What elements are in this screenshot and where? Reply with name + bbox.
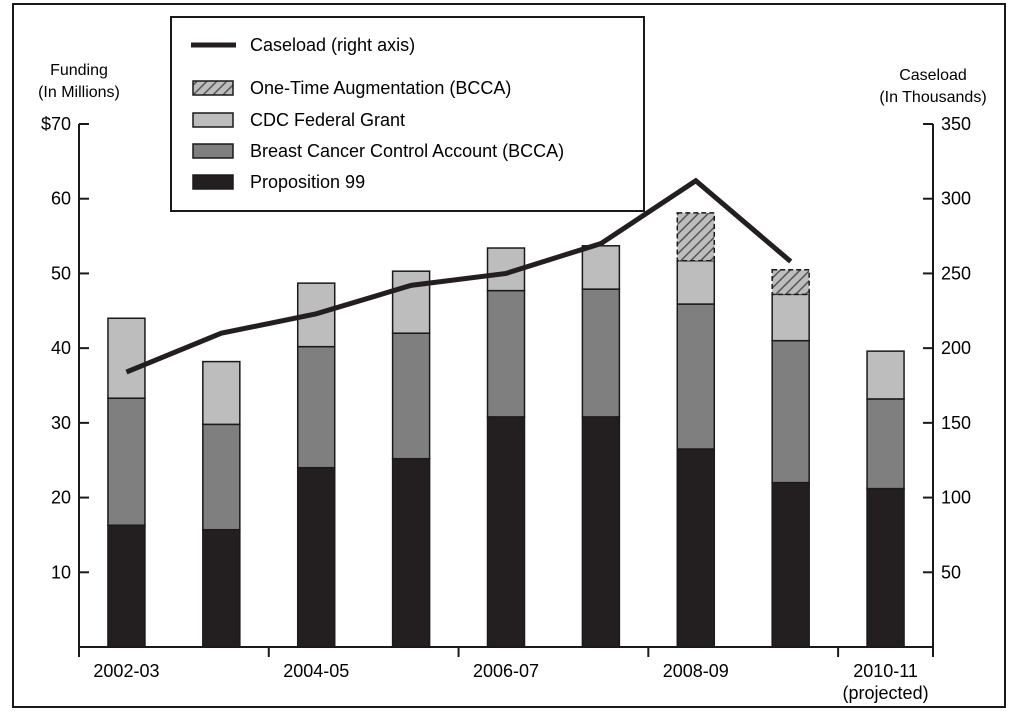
bar-segment <box>486 289 526 418</box>
right-tick-label: 200 <box>941 338 971 358</box>
chart-frame <box>12 3 1006 708</box>
bar-segment <box>771 293 810 342</box>
bar-segment <box>391 457 431 648</box>
legend: Caseload (right axis) One-Time Augmentati… <box>170 16 645 212</box>
legend-label: CDC Federal Grant <box>250 110 405 130</box>
axes-layer: 10 20 30 40 50 60 $70 50 100 150 200 250 300 350 2002-… <box>41 114 971 703</box>
left-tick-label: 40 <box>51 338 71 358</box>
left-axis-title: Funding <box>50 62 108 79</box>
bar-segment <box>202 360 241 426</box>
bar-segment <box>676 212 716 262</box>
bar-segment <box>581 245 621 290</box>
legend-swatch <box>192 80 234 96</box>
bar-segment <box>581 288 621 418</box>
x-tick-label: 2006-07 <box>473 661 539 681</box>
legend-swatch <box>192 112 234 128</box>
left-tick-label: $70 <box>41 114 71 134</box>
legend-swatch <box>192 174 234 190</box>
x-tick-label: 2004-05 <box>283 661 349 681</box>
right-tick-label: 150 <box>941 413 971 433</box>
left-tick-label: 50 <box>51 263 71 283</box>
bar-segment <box>107 397 146 526</box>
left-tick-label: 30 <box>51 413 71 433</box>
bar-segment <box>296 345 336 469</box>
legend-label: Caseload (right axis) <box>250 35 415 55</box>
legend-label: One-Time Augmentation (BCCA) <box>250 78 511 98</box>
bar-segment <box>676 259 716 305</box>
legend-box <box>170 16 645 212</box>
legend-label: Proposition 99 <box>250 172 365 192</box>
left-axis-subtitle: (In Millions) <box>38 84 120 101</box>
bar-segment <box>581 416 621 648</box>
bar-segment <box>771 339 810 484</box>
bar-segment <box>391 270 431 334</box>
bars-layer <box>107 212 905 648</box>
x-tick-label: 2002-03 <box>93 661 159 681</box>
bar-segment <box>107 524 146 648</box>
caseload-line-layer <box>125 177 793 375</box>
right-axis-subtitle: (In Thousands) <box>879 89 986 106</box>
right-axis-title: Caseload <box>899 67 967 84</box>
caseload-line <box>125 177 793 375</box>
bar-segment <box>296 466 336 648</box>
x-tick-label: 2010-11 <box>853 661 918 681</box>
x-tick-label: 2008-09 <box>663 661 729 681</box>
legend-label: Breast Cancer Control Account (BCCA) <box>250 141 564 161</box>
bar-segment <box>202 423 241 531</box>
bar-segment <box>486 416 526 648</box>
bar-segment <box>866 398 905 490</box>
right-tick-label: 300 <box>941 189 971 209</box>
x-tick-sublabel: (projected) <box>843 683 929 703</box>
bar-segment <box>107 317 146 399</box>
bar-segment <box>202 528 241 648</box>
bar-segment <box>676 303 716 450</box>
bar-segment <box>676 448 716 648</box>
right-tick-label: 50 <box>941 562 961 582</box>
left-tick-label: 10 <box>51 562 71 582</box>
legend-swatch <box>192 143 234 159</box>
bar-segment <box>771 268 810 296</box>
right-tick-label: 250 <box>941 263 971 283</box>
left-tick-label: 20 <box>51 488 71 508</box>
bar-segment <box>771 481 810 648</box>
right-tick-label: 350 <box>941 114 971 134</box>
bar-segment <box>866 487 905 648</box>
left-tick-label: 60 <box>51 189 71 209</box>
bar-segment <box>391 332 431 460</box>
bar-segment <box>866 350 905 400</box>
right-tick-label: 100 <box>941 488 971 508</box>
